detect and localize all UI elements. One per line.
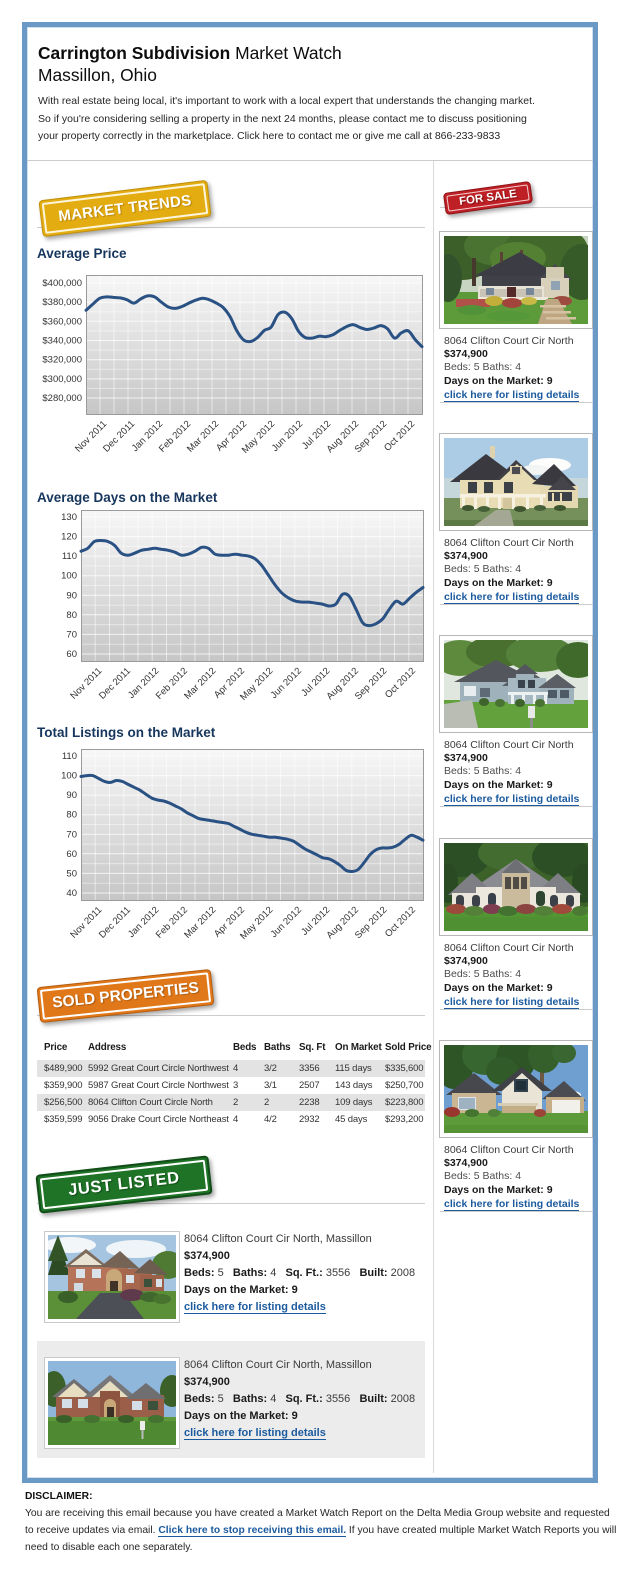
svg-text:110: 110 xyxy=(62,551,77,562)
svg-text:80: 80 xyxy=(66,810,77,821)
svg-text:100: 100 xyxy=(61,771,77,782)
svg-text:Oct 2012: Oct 2012 xyxy=(382,419,417,454)
svg-text:50: 50 xyxy=(66,868,77,879)
svg-text:$400,000: $400,000 xyxy=(42,278,82,289)
svg-text:100: 100 xyxy=(61,571,77,582)
svg-text:60: 60 xyxy=(66,649,77,660)
svg-text:90: 90 xyxy=(66,790,77,801)
svg-text:120: 120 xyxy=(61,532,77,543)
svg-text:$380,000: $380,000 xyxy=(42,297,82,308)
svg-text:Oct 2012: Oct 2012 xyxy=(383,905,418,940)
svg-text:70: 70 xyxy=(66,629,77,640)
svg-text:90: 90 xyxy=(66,590,77,601)
svg-text:40: 40 xyxy=(66,888,77,899)
svg-text:Mar 2012: Mar 2012 xyxy=(182,905,218,941)
svg-text:Oct 2012: Oct 2012 xyxy=(383,666,418,701)
svg-text:60: 60 xyxy=(66,849,77,860)
svg-text:$300,000: $300,000 xyxy=(42,374,82,385)
svg-text:Mar 2012: Mar 2012 xyxy=(182,666,218,702)
svg-text:70: 70 xyxy=(66,829,77,840)
svg-text:$360,000: $360,000 xyxy=(42,316,82,327)
svg-text:$320,000: $320,000 xyxy=(42,355,82,366)
svg-text:$340,000: $340,000 xyxy=(42,336,82,347)
svg-text:Jun 2012: Jun 2012 xyxy=(269,666,304,701)
svg-text:110: 110 xyxy=(62,751,77,762)
svg-text:80: 80 xyxy=(66,610,77,621)
svg-text:$280,000: $280,000 xyxy=(42,393,82,404)
svg-text:Jun 2012: Jun 2012 xyxy=(270,419,305,454)
svg-text:130: 130 xyxy=(61,512,77,523)
svg-text:Jun 2012: Jun 2012 xyxy=(269,905,304,940)
